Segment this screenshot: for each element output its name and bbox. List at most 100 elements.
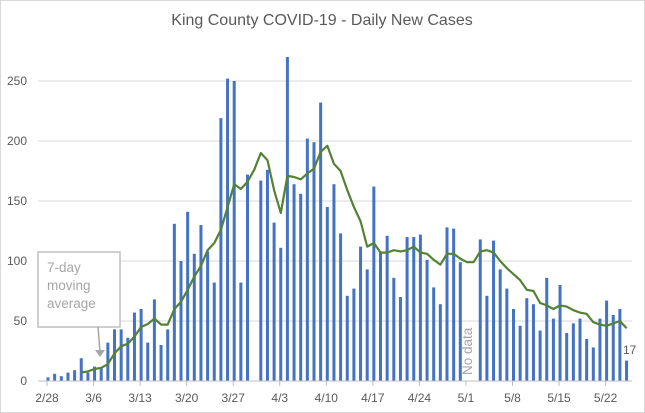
bar xyxy=(159,345,163,381)
y-tick-label: 250 xyxy=(7,74,27,88)
x-tick-label: 3/6 xyxy=(85,391,102,405)
bar xyxy=(99,367,103,381)
x-tick-label: 4/17 xyxy=(361,391,385,405)
bar xyxy=(59,376,63,381)
bar xyxy=(206,251,210,381)
bar xyxy=(246,174,249,381)
bar xyxy=(152,299,156,381)
bar xyxy=(452,228,456,381)
bar xyxy=(73,370,77,381)
bar xyxy=(625,360,629,381)
bar xyxy=(525,298,529,381)
bar xyxy=(538,330,542,381)
bar xyxy=(325,207,329,381)
bar xyxy=(531,304,535,381)
bar xyxy=(585,339,589,381)
y-tick-label: 100 xyxy=(7,254,27,268)
bar xyxy=(518,325,522,381)
bar xyxy=(412,237,416,381)
bar xyxy=(418,234,422,381)
bar xyxy=(279,247,283,381)
bar xyxy=(53,373,57,381)
x-tick-label: 5/1 xyxy=(458,391,475,405)
bar xyxy=(179,261,183,381)
x-tick-label: 3/20 xyxy=(175,391,199,405)
bar xyxy=(139,309,143,381)
bar xyxy=(611,315,615,381)
bar xyxy=(312,142,316,381)
x-tick-label: 3/13 xyxy=(128,391,152,405)
bar xyxy=(379,251,382,381)
callout-arrow-head-icon xyxy=(95,350,105,357)
bar xyxy=(285,57,289,381)
bar xyxy=(438,304,442,381)
x-tick-label: 2/28 xyxy=(35,391,59,405)
bar xyxy=(405,237,409,381)
moving-average-line xyxy=(81,144,628,374)
bar xyxy=(239,282,243,381)
bar xyxy=(146,342,150,381)
bar xyxy=(432,287,436,381)
bar xyxy=(365,269,369,381)
bar xyxy=(199,225,203,381)
bar xyxy=(558,285,562,381)
bar xyxy=(292,184,296,381)
bar xyxy=(545,277,549,381)
bar xyxy=(166,329,170,381)
bar xyxy=(512,309,515,381)
bar xyxy=(598,318,602,381)
bar xyxy=(478,239,482,381)
bar xyxy=(492,240,496,381)
bar xyxy=(265,169,269,381)
y-axis-ticks: 0 50 100 150 200 250 xyxy=(7,74,27,388)
bar xyxy=(232,81,236,381)
callout-line-2: moving xyxy=(47,278,91,293)
bar xyxy=(259,180,263,381)
x-tick-label: 5/8 xyxy=(504,391,521,405)
bar xyxy=(339,233,343,381)
bar xyxy=(126,337,130,381)
bar xyxy=(305,138,309,381)
bar xyxy=(186,211,190,381)
x-axis-ticks: 2/28 3/6 3/13 3/20 3/27 4/3 4/10 4/17 4/24 5/1 5/8… xyxy=(35,381,618,405)
callout-line-3: average xyxy=(47,296,96,311)
y-tick-label: 200 xyxy=(7,134,27,148)
x-tick-label: 4/10 xyxy=(315,391,339,405)
bar xyxy=(319,102,323,381)
bar xyxy=(372,186,376,381)
bar xyxy=(445,227,449,381)
x-tick-label: 5/22 xyxy=(594,391,618,405)
bar xyxy=(578,318,582,381)
x-tick-label: 3/27 xyxy=(222,391,246,405)
last-value-label: 17 xyxy=(623,343,637,357)
bar xyxy=(345,295,349,381)
bar xyxy=(352,288,356,381)
bar xyxy=(605,300,609,381)
callout-arrow-line xyxy=(97,326,101,353)
bar xyxy=(359,246,363,381)
bar xyxy=(66,372,70,381)
y-tick-label: 150 xyxy=(7,194,27,208)
x-tick-label: 5/15 xyxy=(547,391,571,405)
bar xyxy=(458,262,462,381)
bar xyxy=(299,193,303,381)
bar xyxy=(46,377,50,381)
bar xyxy=(571,323,575,381)
bar xyxy=(212,282,216,381)
x-tick-label: 4/24 xyxy=(408,391,432,405)
bar xyxy=(132,312,136,381)
moving-average-callout: 7-day moving average xyxy=(37,251,121,357)
bar xyxy=(392,277,396,381)
no-data-label: No data xyxy=(460,327,475,375)
callout-line-1: 7-day xyxy=(47,260,81,275)
bar xyxy=(332,184,336,381)
bar xyxy=(385,235,389,381)
bar xyxy=(398,297,402,381)
bar xyxy=(79,358,83,381)
bar xyxy=(86,372,90,381)
bar xyxy=(93,366,97,381)
y-tick-label: 0 xyxy=(20,374,27,388)
bar xyxy=(192,253,196,381)
bar xyxy=(591,347,595,381)
chart-title: King County COVID-19 - Daily New Cases xyxy=(171,12,472,29)
